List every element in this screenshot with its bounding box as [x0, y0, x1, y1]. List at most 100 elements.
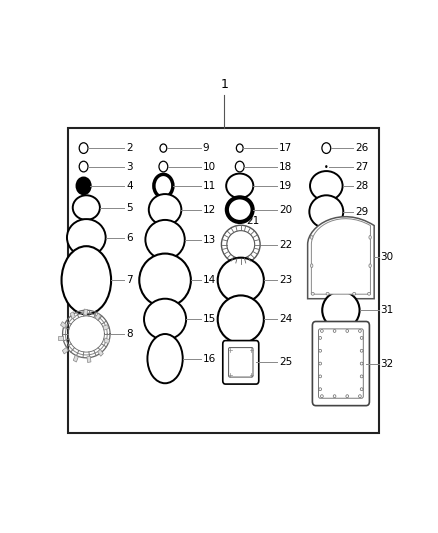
Text: 16: 16	[202, 353, 215, 364]
Bar	[73, 355, 78, 362]
Bar	[103, 325, 109, 330]
Text: 26: 26	[355, 143, 368, 153]
Ellipse shape	[322, 143, 331, 154]
Text: 5: 5	[126, 203, 133, 213]
FancyBboxPatch shape	[229, 348, 253, 377]
Text: 9: 9	[202, 143, 209, 153]
Ellipse shape	[319, 362, 321, 365]
FancyBboxPatch shape	[223, 341, 259, 384]
Bar	[95, 313, 101, 320]
Text: 27: 27	[355, 161, 368, 172]
FancyBboxPatch shape	[318, 329, 363, 398]
Text: 11: 11	[202, 181, 215, 191]
Ellipse shape	[227, 231, 255, 259]
Bar	[58, 336, 63, 340]
Bar	[98, 349, 103, 356]
Ellipse shape	[360, 362, 363, 365]
Text: 6: 6	[126, 232, 133, 243]
Ellipse shape	[226, 174, 253, 198]
Ellipse shape	[321, 395, 323, 398]
Ellipse shape	[61, 246, 111, 314]
Text: 15: 15	[202, 314, 215, 324]
Ellipse shape	[235, 161, 244, 172]
Ellipse shape	[353, 293, 356, 295]
Ellipse shape	[79, 143, 88, 154]
Ellipse shape	[360, 336, 363, 340]
Ellipse shape	[325, 165, 328, 168]
Ellipse shape	[78, 179, 90, 193]
Text: 14: 14	[202, 275, 215, 285]
Ellipse shape	[218, 295, 264, 343]
Ellipse shape	[222, 225, 260, 264]
PathPatch shape	[311, 219, 371, 294]
Ellipse shape	[73, 195, 100, 220]
Text: 13: 13	[202, 235, 215, 245]
Bar	[68, 127, 379, 433]
Text: 18: 18	[279, 161, 292, 172]
Text: 25: 25	[279, 357, 292, 367]
Ellipse shape	[319, 375, 321, 378]
Ellipse shape	[311, 264, 313, 268]
Text: 20: 20	[279, 205, 292, 215]
Text: 19: 19	[279, 181, 292, 191]
Text: 29: 29	[355, 207, 368, 217]
Text: 21: 21	[247, 216, 260, 226]
Ellipse shape	[154, 174, 173, 197]
Ellipse shape	[326, 293, 329, 295]
Ellipse shape	[218, 257, 264, 303]
Ellipse shape	[319, 349, 321, 352]
Text: 28: 28	[355, 181, 368, 191]
Ellipse shape	[360, 349, 363, 352]
Ellipse shape	[369, 236, 371, 239]
Bar	[70, 312, 75, 319]
Ellipse shape	[310, 171, 343, 200]
Bar	[84, 309, 88, 316]
Text: 8: 8	[126, 329, 133, 339]
Ellipse shape	[237, 144, 243, 152]
Ellipse shape	[144, 298, 186, 340]
Text: 22: 22	[279, 239, 292, 249]
FancyBboxPatch shape	[312, 321, 369, 406]
Ellipse shape	[360, 375, 363, 378]
Ellipse shape	[369, 264, 371, 268]
Bar	[87, 356, 91, 362]
Text: 7: 7	[126, 275, 133, 285]
Ellipse shape	[160, 144, 167, 152]
Text: 30: 30	[380, 252, 393, 262]
Ellipse shape	[359, 395, 361, 398]
Bar	[60, 321, 66, 328]
Bar	[62, 348, 68, 354]
Ellipse shape	[359, 329, 361, 333]
Ellipse shape	[333, 395, 336, 398]
Ellipse shape	[360, 388, 363, 391]
Ellipse shape	[311, 293, 314, 295]
Ellipse shape	[159, 161, 168, 172]
PathPatch shape	[307, 217, 374, 298]
Ellipse shape	[322, 292, 360, 329]
Ellipse shape	[79, 161, 88, 172]
Ellipse shape	[333, 329, 336, 333]
Ellipse shape	[139, 254, 191, 307]
Ellipse shape	[145, 220, 185, 260]
Text: 10: 10	[202, 161, 215, 172]
Text: 24: 24	[279, 314, 292, 324]
Ellipse shape	[367, 293, 371, 295]
Ellipse shape	[319, 336, 321, 340]
Text: 2: 2	[126, 143, 133, 153]
Ellipse shape	[309, 195, 343, 228]
Text: 23: 23	[279, 275, 292, 285]
Ellipse shape	[148, 334, 183, 383]
Ellipse shape	[311, 236, 313, 239]
Bar	[104, 338, 110, 344]
Ellipse shape	[67, 219, 106, 256]
Ellipse shape	[346, 395, 349, 398]
Ellipse shape	[227, 197, 253, 222]
Text: 1: 1	[221, 78, 228, 91]
Text: 32: 32	[380, 359, 393, 368]
Text: 12: 12	[202, 205, 215, 215]
Text: 4: 4	[126, 181, 133, 191]
Ellipse shape	[319, 388, 321, 391]
Ellipse shape	[346, 329, 349, 333]
Ellipse shape	[149, 194, 181, 225]
Text: 31: 31	[380, 305, 393, 315]
